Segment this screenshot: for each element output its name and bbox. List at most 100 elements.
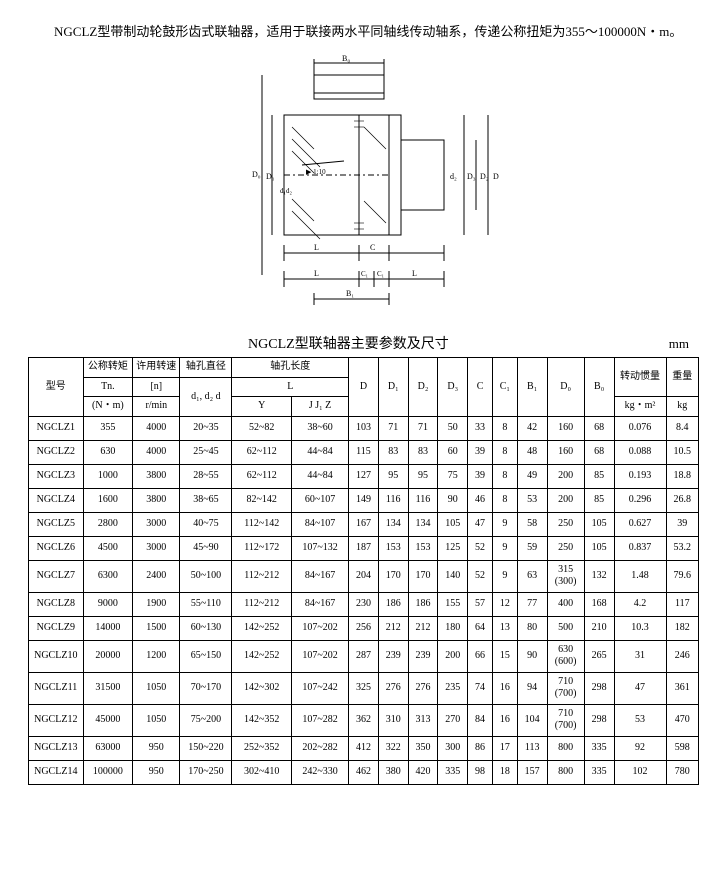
cell-B1: 80 [517,616,547,640]
cell-kg: 53.2 [666,536,698,560]
cell-m: NGCLZ12 [29,704,84,736]
cell-jz: 84~107 [292,512,349,536]
cell-m: NGCLZ7 [29,560,84,592]
table-row: NGCLZ1020000120065~150142~252107~2022872… [29,640,699,672]
cell-D: 149 [349,488,379,512]
cell-m: NGCLZ10 [29,640,84,672]
cell-B1: 42 [517,416,547,440]
cell-D3: 50 [438,416,468,440]
svg-text:D₀: D₀ [252,170,261,179]
cell-J: 0.088 [614,440,666,464]
cell-J: 0.837 [614,536,666,560]
h-n3: r/min [133,397,180,417]
cell-tn: 63000 [83,736,133,760]
cell-n: 3000 [133,512,180,536]
cell-J: 0.076 [614,416,666,440]
cell-D1: 95 [378,464,408,488]
cell-C: 74 [468,672,493,704]
cell-C: 52 [468,560,493,592]
cell-tn: 6300 [83,560,133,592]
cell-tn: 45000 [83,704,133,736]
cell-D: 187 [349,536,379,560]
svg-text:D₁: D₁ [266,172,275,181]
cell-C: 84 [468,704,493,736]
cell-D0: 710(700) [547,672,584,704]
cell-B1: 53 [517,488,547,512]
cell-B0: 68 [584,440,614,464]
h-D1: D₁ [378,358,408,417]
cell-D: 256 [349,616,379,640]
cell-C1: 8 [492,488,517,512]
cell-C1: 9 [492,536,517,560]
cell-jz: 60~107 [292,488,349,512]
h-d12d: d₁, d₂ d [180,377,232,416]
cell-d: 60~130 [180,616,232,640]
cell-D0: 800 [547,760,584,784]
cell-d: 170~250 [180,760,232,784]
cell-D2: 95 [408,464,438,488]
cell-D: 287 [349,640,379,672]
cell-D2: 276 [408,672,438,704]
cell-d: 75~200 [180,704,232,736]
cell-d: 55~110 [180,592,232,616]
cell-D0: 800 [547,736,584,760]
cell-kg: 10.5 [666,440,698,464]
cell-B0: 298 [584,672,614,704]
cell-tn: 630 [83,440,133,464]
h-JZ: J J₁ Z [292,397,349,417]
cell-J: 1.48 [614,560,666,592]
cell-C: 39 [468,440,493,464]
cell-y: 112~212 [232,592,292,616]
cell-C: 39 [468,464,493,488]
cell-m: NGCLZ5 [29,512,84,536]
cell-jz: 107~282 [292,704,349,736]
cell-C1: 8 [492,416,517,440]
cell-tn: 2800 [83,512,133,536]
cell-jz: 107~202 [292,616,349,640]
cell-D: 325 [349,672,379,704]
cell-B0: 105 [584,536,614,560]
cell-y: 142~302 [232,672,292,704]
cell-D1: 116 [378,488,408,512]
h-L: L [232,377,349,397]
cell-B0: 265 [584,640,614,672]
cell-jz: 107~132 [292,536,349,560]
cell-jz: 84~167 [292,592,349,616]
cell-D3: 140 [438,560,468,592]
cell-m: NGCLZ2 [29,440,84,464]
cell-D3: 335 [438,760,468,784]
cell-J: 92 [614,736,666,760]
cell-B0: 335 [584,736,614,760]
cell-B1: 90 [517,640,547,672]
cell-d: 150~220 [180,736,232,760]
table-row: NGCLZ14100000950170~250302~410242~330462… [29,760,699,784]
cell-C: 64 [468,616,493,640]
cell-D1: 239 [378,640,408,672]
cell-C1: 9 [492,512,517,536]
cell-B0: 335 [584,760,614,784]
cell-B1: 113 [517,736,547,760]
table-row: NGCLZ52800300040~75112~14284~10716713413… [29,512,699,536]
cell-C1: 9 [492,560,517,592]
cell-tn: 1000 [83,464,133,488]
cell-B1: 157 [517,760,547,784]
h-B0: B₀ [584,358,614,417]
cell-D3: 200 [438,640,468,672]
svg-text:▶ 1:10: ▶ 1:10 [306,168,326,176]
cell-n: 1900 [133,592,180,616]
cell-D: 115 [349,440,379,464]
cell-kg: 361 [666,672,698,704]
cell-m: NGCLZ13 [29,736,84,760]
cell-y: 142~252 [232,640,292,672]
cell-C1: 18 [492,760,517,784]
cell-D1: 322 [378,736,408,760]
cell-D0: 200 [547,464,584,488]
table-row: NGCLZ89000190055~110112~21284~1672301861… [29,592,699,616]
cell-D0: 400 [547,592,584,616]
cell-jz: 107~202 [292,640,349,672]
cell-C: 47 [468,512,493,536]
cell-D2: 116 [408,488,438,512]
h-kgunit: kg [666,397,698,417]
cell-B0: 85 [584,464,614,488]
cell-D2: 153 [408,536,438,560]
